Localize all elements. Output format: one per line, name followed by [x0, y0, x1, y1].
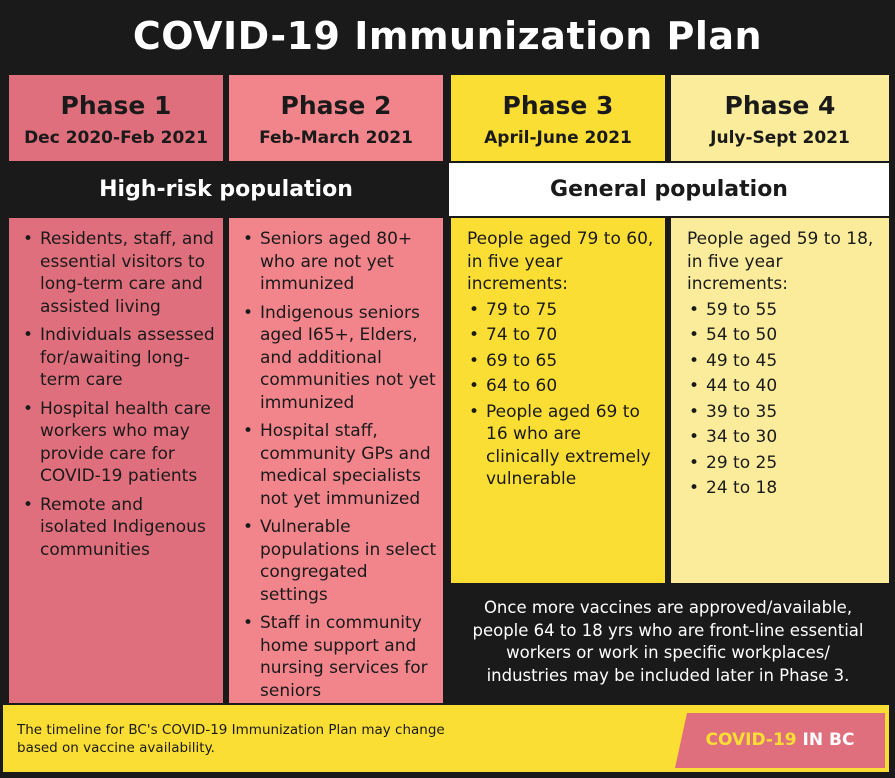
essential-workers-note: Once more vaccines are approved/availabl…	[448, 583, 888, 703]
list-item: 59 to 55	[687, 299, 881, 322]
list-item: 64 to 60	[467, 375, 657, 398]
phase-2-column: Seniors aged 80+ who are not yet immuniz…	[229, 218, 443, 703]
footer: The timeline for BC's COVID-19 Immunizat…	[3, 705, 889, 772]
phase-1-column: Residents, staff, and essential visitors…	[9, 218, 223, 703]
phase-3-header: Phase 3 April-June 2021	[451, 75, 665, 161]
list-item: 39 to 35	[687, 401, 881, 424]
list-item: 74 to 70	[467, 324, 657, 347]
phase-3-intro: People aged 79 to 60, in five year incre…	[467, 229, 654, 294]
list-item: People aged 69 to 16 who are clinically …	[467, 401, 657, 491]
phase-4-list: 59 to 55 54 to 50 49 to 45 44 to 40 39 t…	[687, 299, 881, 500]
phase-2-name: Phase 2	[280, 91, 392, 120]
list-item: Hospital health care workers who may pro…	[21, 398, 215, 488]
list-item: 24 to 18	[687, 477, 881, 500]
phase-4-header: Phase 4 July-Sept 2021	[671, 75, 889, 161]
phase-4-column: People aged 59 to 18, in five year incre…	[671, 218, 889, 583]
phase-1-dates: Dec 2020-Feb 2021	[24, 128, 208, 148]
list-item: 69 to 65	[467, 350, 657, 373]
phase-3-name: Phase 3	[502, 91, 614, 120]
list-item: 54 to 50	[687, 324, 881, 347]
phase-1-list: Residents, staff, and essential visitors…	[21, 228, 215, 561]
general-population-band: General population	[449, 163, 889, 216]
phase-1-name: Phase 1	[60, 91, 172, 120]
badge-covid-text: COVID-19	[705, 730, 797, 750]
list-item: 44 to 40	[687, 375, 881, 398]
phase-2-dates: Feb-March 2021	[259, 128, 413, 148]
list-item: Individuals assessed for/awaiting long-t…	[21, 324, 215, 392]
phase-4-name: Phase 4	[724, 91, 836, 120]
phase-3-column: People aged 79 to 60, in five year incre…	[451, 218, 665, 583]
list-item: 79 to 75	[467, 299, 657, 322]
phase-2-list: Seniors aged 80+ who are not yet immuniz…	[241, 228, 437, 702]
list-item: Seniors aged 80+ who are not yet immuniz…	[241, 228, 437, 296]
page-title: COVID-19 Immunization Plan	[132, 14, 763, 58]
phase-4-dates: July-Sept 2021	[710, 128, 850, 148]
timeline-disclaimer: The timeline for BC's COVID-19 Immunizat…	[17, 722, 445, 756]
list-item: Remote and isolated Indigenous communiti…	[21, 494, 215, 562]
phase-4-intro: People aged 59 to 18, in five year incre…	[687, 229, 874, 294]
phase-2-header: Phase 2 Feb-March 2021	[229, 75, 443, 161]
phase-1-header: Phase 1 Dec 2020-Feb 2021	[9, 75, 223, 161]
list-item: Staff in community home support and nurs…	[241, 612, 437, 702]
list-item: 34 to 30	[687, 426, 881, 449]
badge-in-bc-text: IN BC	[802, 730, 855, 750]
high-risk-population-band: High-risk population	[9, 163, 443, 216]
list-item: Indigenous seniors aged I65+, Elders, an…	[241, 302, 437, 415]
list-item: Residents, staff, and essential visitors…	[21, 228, 215, 318]
list-item: Vulnerable populations in select congreg…	[241, 516, 437, 606]
phase-3-dates: April-June 2021	[484, 128, 632, 148]
covid-in-bc-badge: COVID-19 IN BC	[675, 713, 885, 768]
list-item: Hospital staff, community GPs and medica…	[241, 420, 437, 510]
phase-3-list: 79 to 75 74 to 70 69 to 65 64 to 60 Peop…	[467, 299, 657, 491]
list-item: 49 to 45	[687, 350, 881, 373]
list-item: 29 to 25	[687, 452, 881, 475]
